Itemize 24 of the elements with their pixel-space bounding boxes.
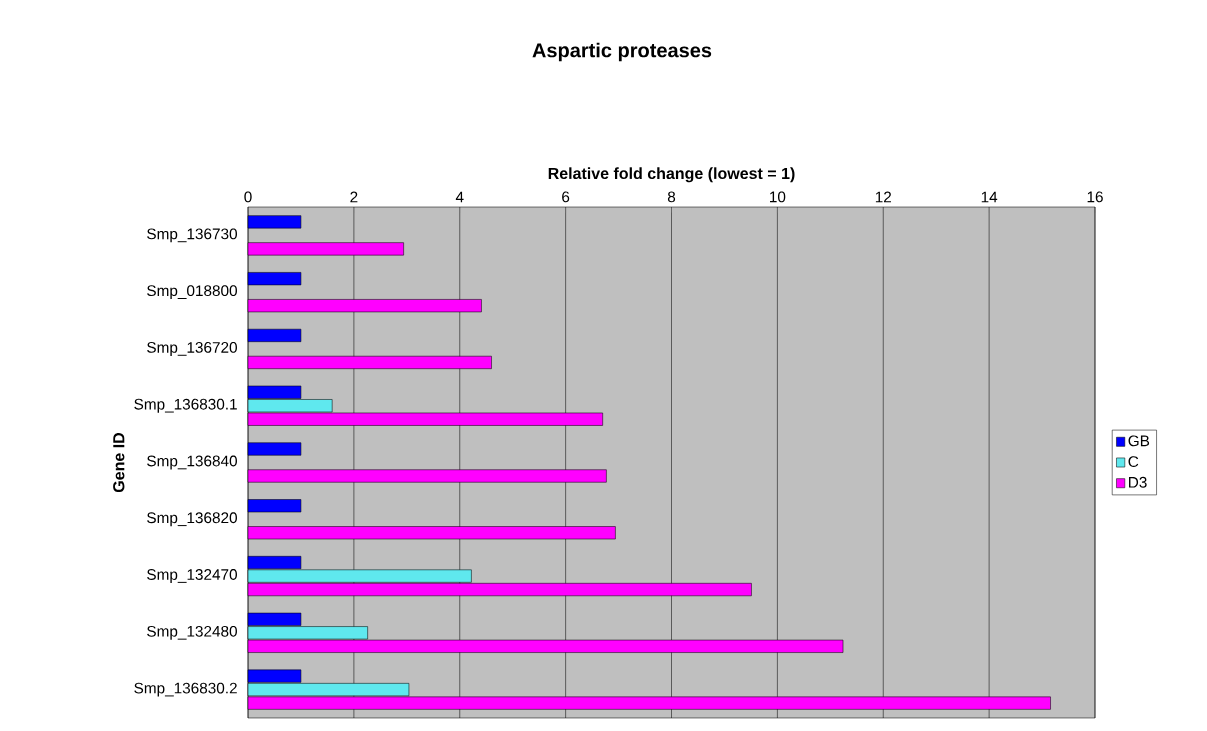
y-tick-label: Smp_136840 [147,455,237,470]
y-axis-title: Gene ID [113,432,125,493]
chart-title: Aspartic proteases [532,42,712,62]
x-tick-label: 14 [981,191,998,203]
x-tick-label: 0 [244,191,252,203]
y-tick-label: Smp_136830.2 [134,682,237,697]
x-tick-label: 10 [770,191,786,203]
y-tick-label: Smp_132470 [147,569,237,583]
y-tick-label: Smp_018800 [147,285,237,300]
y-tick-label: Smp_136720 [147,342,237,356]
legend-label: D3 [1129,476,1147,488]
x-tick-label: 16 [1087,191,1103,203]
legend-label: C [1128,456,1139,467]
y-tick-label: Smp_136820 [147,512,237,527]
x-tick-label: 2 [350,191,358,203]
legend-label: GB [1128,435,1150,447]
x-axis-title: Relative fold change (lowest = 1) [548,167,795,183]
x-tick-label: 6 [562,191,570,203]
y-tick-label: Smp_136830.1 [134,398,237,413]
y-tick-label: Smp_132480 [147,625,237,640]
x-tick-label: 4 [455,191,464,203]
x-tick-label: 8 [667,191,676,203]
x-tick-label: 12 [875,191,892,203]
y-tick-label: Smp_136730 [147,228,237,243]
